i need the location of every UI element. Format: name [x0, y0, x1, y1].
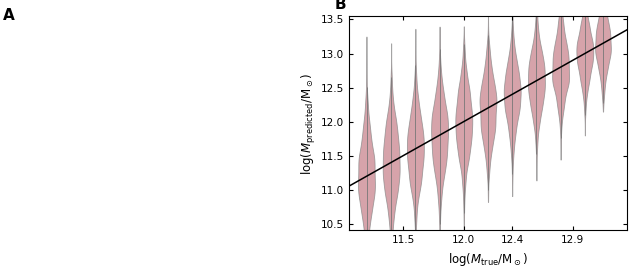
Y-axis label: $\log(M_{\rm predicted}/{\rm M_\odot})$: $\log(M_{\rm predicted}/{\rm M_\odot})$	[300, 72, 318, 174]
Text: B: B	[334, 0, 346, 12]
X-axis label: $\log(M_{\rm true}/{\rm M_\odot})$: $\log(M_{\rm true}/{\rm M_\odot})$	[448, 251, 528, 268]
Text: A: A	[3, 8, 15, 23]
